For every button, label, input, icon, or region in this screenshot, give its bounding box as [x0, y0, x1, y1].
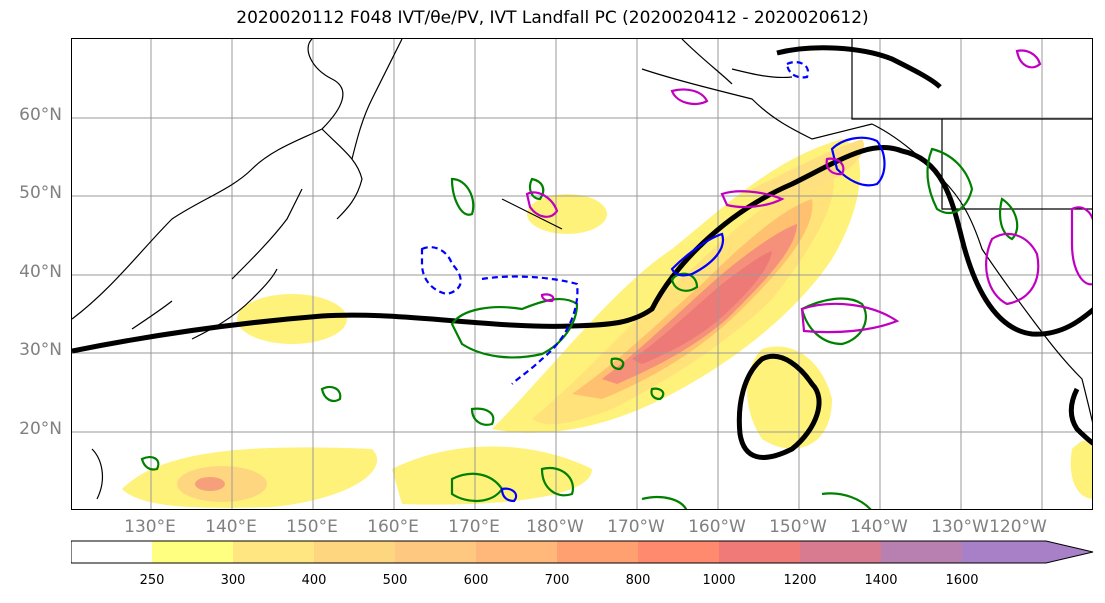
colorbar-tick: 250: [139, 573, 165, 588]
colorbar-cell: [476, 541, 557, 563]
map-title: 2020020112 F048 IVT/θe/PV, IVT Landfall …: [236, 8, 869, 28]
lon-label: 170°E: [448, 517, 500, 537]
lat-lon-grid: [72, 39, 1092, 509]
colorbar-cell: [638, 541, 719, 563]
colorbar-cell: [152, 541, 233, 563]
colorbar-cells: [71, 541, 1093, 563]
lon-label: 130°W: [931, 517, 989, 537]
lon-label: 150°E: [286, 517, 338, 537]
colorbar-cell: [557, 541, 638, 563]
colorbar-tick: 500: [382, 573, 408, 588]
colorbar-tick: 400: [301, 573, 327, 588]
lon-label: 130°E: [124, 517, 176, 537]
colorbar-cell: [71, 541, 152, 563]
lon-label: 160°E: [367, 517, 419, 537]
colorbar-cell: [395, 541, 476, 563]
colorbar-cell: [314, 541, 395, 563]
lon-label: 140°W: [850, 517, 908, 537]
colorbar-tick: 1200: [783, 573, 817, 588]
lon-label: 150°W: [769, 517, 827, 537]
lat-label: 40°N: [19, 262, 62, 282]
colorbar-cell: [881, 541, 962, 563]
colorbar-cell: [233, 541, 314, 563]
colorbar-tick: 800: [625, 573, 651, 588]
colorbar-tick: 1600: [945, 573, 979, 588]
colorbar-tick: 1400: [864, 573, 898, 588]
colorbar-cell: [800, 541, 881, 563]
lat-label: 30°N: [19, 340, 62, 360]
map-panel: [71, 38, 1093, 510]
lat-label: 60°N: [19, 105, 62, 125]
pv-blue-contours: [420, 60, 886, 503]
pc-contour: [72, 45, 1092, 460]
colorbar: [71, 540, 1094, 564]
lon-label: 170°W: [607, 517, 665, 537]
colorbar-tick: 300: [220, 573, 246, 588]
colorbar-cell: [719, 541, 800, 563]
coastlines: [72, 39, 1092, 500]
colorbar-tick: 700: [544, 573, 570, 588]
lon-label: 160°W: [688, 517, 746, 537]
pv-magenta-contours: [525, 49, 1092, 334]
colorbar-cell: [962, 541, 1093, 563]
map-canvas: [72, 39, 1092, 509]
colorbar-tick: 600: [463, 573, 489, 588]
lon-label: 140°E: [205, 517, 257, 537]
lat-label: 50°N: [19, 183, 62, 203]
lon-label: 120°W: [989, 517, 1047, 537]
lat-label: 20°N: [19, 419, 62, 439]
colorbar-tick: 1000: [702, 573, 736, 588]
lon-label: 180°W: [526, 517, 584, 537]
